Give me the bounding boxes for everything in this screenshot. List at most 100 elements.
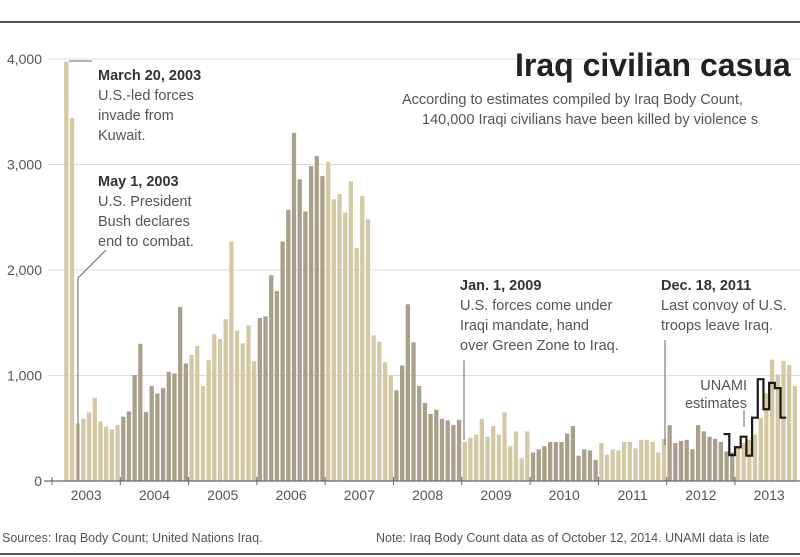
- bar: [769, 359, 775, 481]
- leader-may-2003: [77, 249, 107, 480]
- bar: [451, 425, 456, 481]
- bar: [690, 449, 695, 481]
- bar: [542, 446, 547, 481]
- bar: [565, 433, 570, 481]
- bar: [343, 212, 348, 481]
- bar: [570, 426, 576, 481]
- bar: [508, 446, 513, 481]
- bar: [627, 441, 632, 481]
- annotation-text: U.S.-led forces: [98, 88, 194, 104]
- bar: [525, 431, 530, 481]
- bar: [650, 441, 655, 481]
- bar: [178, 306, 183, 481]
- bar: [678, 440, 684, 481]
- bar: [633, 448, 638, 481]
- bar: [724, 451, 729, 481]
- bar: [337, 194, 342, 482]
- annotation-text: Kuwait.: [98, 128, 146, 144]
- subtitle-line-1: According to estimates compiled by Iraq …: [402, 92, 743, 108]
- bar: [644, 439, 650, 481]
- bar: [604, 454, 610, 481]
- bar: [553, 441, 558, 481]
- bar: [599, 443, 604, 481]
- bar: [639, 439, 644, 481]
- bar: [382, 362, 388, 481]
- bar: [758, 417, 763, 481]
- annotation-date: Jan. 1, 2009: [460, 278, 541, 294]
- bar: [462, 441, 467, 481]
- bar: [291, 132, 297, 481]
- unami-label: UNAMI estimates: [685, 378, 747, 412]
- bar: [394, 390, 399, 481]
- bar: [286, 209, 291, 482]
- bar: [126, 411, 132, 481]
- x-tick-label: 2010: [549, 487, 580, 503]
- bar: [365, 219, 371, 482]
- footer-note: Note: Iraq Body Count data as of October…: [376, 531, 769, 545]
- bar: [621, 441, 627, 481]
- bar: [434, 409, 439, 481]
- bar: [764, 393, 769, 481]
- annotation-march-2003: March 20, 2003 U.S.-led forces invade fr…: [98, 68, 201, 144]
- bar: [667, 425, 672, 481]
- bar: [98, 421, 103, 481]
- bar: [491, 426, 496, 481]
- bar: [792, 386, 798, 481]
- bar: [200, 386, 206, 481]
- bar: [656, 452, 661, 481]
- bar: [280, 241, 285, 481]
- bar: [206, 360, 211, 481]
- x-tick-label: 2003: [71, 487, 102, 503]
- bar: [661, 438, 667, 481]
- bar: [576, 455, 581, 481]
- bar: [388, 375, 393, 481]
- bar: [263, 316, 268, 481]
- y-tick-label: 1,000: [7, 368, 42, 384]
- annotation-date: Dec. 18, 2011: [661, 278, 751, 294]
- bar: [730, 452, 735, 481]
- bar: [422, 402, 428, 481]
- bar: [405, 304, 410, 481]
- annotation-text: Last convoy of U.S.: [661, 298, 787, 314]
- x-tick-label: 2013: [754, 487, 785, 503]
- bar: [149, 386, 154, 481]
- x-tick-label: 2005: [207, 487, 238, 503]
- subtitle-line-2: 140,000 Iraqi civilians have been killed…: [422, 112, 758, 128]
- bar: [257, 318, 262, 481]
- bar: [735, 447, 741, 481]
- x-tick-label: 2007: [344, 487, 375, 503]
- bar: [246, 325, 251, 481]
- annotation-text: U.S. forces come under: [460, 298, 612, 314]
- annotation-date: May 1, 2003: [98, 174, 179, 190]
- annotation-text: troops leave Iraq.: [661, 318, 773, 334]
- annotation-text: over Green Zone to Iraq.: [460, 338, 619, 354]
- bar: [183, 363, 188, 481]
- bar: [303, 211, 308, 481]
- bar: [308, 166, 314, 481]
- bar: [86, 412, 92, 481]
- bar: [195, 345, 200, 481]
- annotation-jan-2009: Jan. 1, 2009 U.S. forces come under Iraq…: [460, 278, 619, 354]
- bar: [274, 291, 280, 481]
- bar: [320, 176, 325, 482]
- bar: [485, 436, 490, 481]
- bar: [519, 458, 524, 481]
- x-tick-label: 2012: [685, 487, 716, 503]
- bar: [377, 341, 382, 481]
- bar: [229, 241, 234, 481]
- bar: [718, 441, 724, 481]
- bar: [468, 437, 473, 481]
- bar: [496, 434, 502, 481]
- bar: [155, 393, 160, 481]
- unami-label-line: UNAMI: [700, 378, 747, 394]
- bar: [587, 450, 593, 481]
- bar: [172, 373, 177, 481]
- bar: [473, 434, 479, 481]
- bar: [121, 416, 126, 481]
- annotation-date: March 20, 2003: [98, 68, 201, 84]
- bar: [439, 418, 445, 481]
- bar: [104, 426, 109, 481]
- bar: [109, 429, 115, 481]
- annotation-text: invade from: [98, 108, 174, 124]
- bar: [479, 418, 484, 481]
